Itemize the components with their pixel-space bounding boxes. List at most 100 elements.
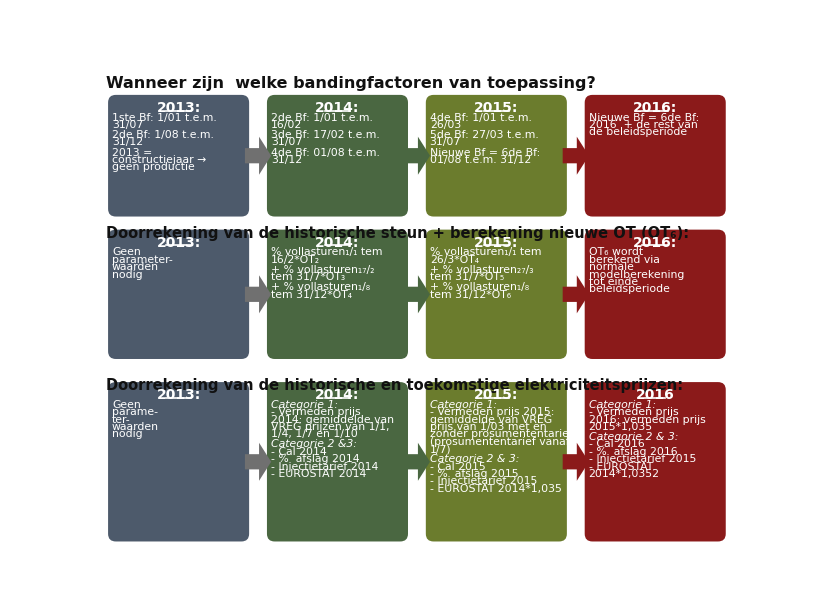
Text: - Cal 2016: - Cal 2016 bbox=[588, 439, 645, 450]
Text: 26/3*OT₄: 26/3*OT₄ bbox=[430, 255, 479, 265]
Text: 1/7): 1/7) bbox=[430, 444, 452, 454]
Text: tem 31/7*OT₅: tem 31/7*OT₅ bbox=[430, 273, 504, 282]
Text: Categorie 2 & 3:: Categorie 2 & 3: bbox=[588, 432, 678, 442]
Text: Doorrekening van de historische steun + berekening nieuwe OT (OT₆):: Doorrekening van de historische steun + … bbox=[106, 226, 689, 241]
FancyBboxPatch shape bbox=[267, 382, 408, 541]
Text: (prosumententarief vanaf: (prosumententarief vanaf bbox=[430, 437, 570, 447]
Text: gemiddelde van VREG: gemiddelde van VREG bbox=[430, 415, 552, 425]
Polygon shape bbox=[562, 276, 589, 313]
Text: 26/03: 26/03 bbox=[430, 120, 461, 130]
Text: 2014:: 2014: bbox=[315, 236, 359, 250]
Text: Categorie 1:: Categorie 1: bbox=[271, 400, 338, 410]
FancyBboxPatch shape bbox=[267, 230, 408, 359]
Polygon shape bbox=[403, 276, 430, 313]
FancyBboxPatch shape bbox=[108, 230, 249, 359]
Text: 16/02: 16/02 bbox=[271, 120, 302, 130]
Text: Nieuwe Bf = 6de Bf:: Nieuwe Bf = 6de Bf: bbox=[588, 112, 698, 123]
Text: + % vollasturen₁/₈: + % vollasturen₁/₈ bbox=[271, 282, 370, 292]
Text: constructiejaar →: constructiejaar → bbox=[112, 155, 206, 165]
Text: Doorrekening van de historische en toekomstige elektriciteitsprijzen:: Doorrekening van de historische en toeko… bbox=[106, 378, 683, 393]
Text: 2014*1,0352: 2014*1,0352 bbox=[588, 469, 659, 479]
Text: 2015:: 2015: bbox=[474, 388, 518, 402]
Text: Categorie 2 & 3:: Categorie 2 & 3: bbox=[430, 454, 519, 464]
FancyBboxPatch shape bbox=[108, 95, 249, 216]
Text: Geen: Geen bbox=[112, 400, 141, 410]
Text: 2013:: 2013: bbox=[156, 236, 200, 250]
Text: 2013:: 2013: bbox=[156, 388, 200, 402]
Text: 5de Bf: 27/03 t.e.m.: 5de Bf: 27/03 t.e.m. bbox=[430, 130, 539, 140]
Polygon shape bbox=[403, 137, 430, 175]
Polygon shape bbox=[245, 443, 271, 481]
FancyBboxPatch shape bbox=[425, 230, 567, 359]
FancyBboxPatch shape bbox=[584, 95, 725, 216]
Text: tot einde: tot einde bbox=[588, 277, 637, 287]
Text: % vollasturen₁/₁ tem: % vollasturen₁/₁ tem bbox=[430, 247, 541, 257]
Text: - %  afslag 2014: - % afslag 2014 bbox=[271, 454, 359, 464]
Text: OT₆ wordt: OT₆ wordt bbox=[588, 247, 643, 257]
Text: 16/2*OT₂: 16/2*OT₂ bbox=[271, 255, 320, 265]
Text: 2de Bf: 1/08 t.e.m.: 2de Bf: 1/08 t.e.m. bbox=[112, 130, 214, 140]
Text: Categorie 1:: Categorie 1: bbox=[430, 400, 496, 410]
Text: tem 31/7*OT₃: tem 31/7*OT₃ bbox=[271, 273, 345, 282]
Text: ter-: ter- bbox=[112, 415, 130, 425]
FancyBboxPatch shape bbox=[425, 382, 567, 541]
Polygon shape bbox=[562, 137, 589, 175]
Text: 31/07: 31/07 bbox=[271, 137, 302, 147]
Text: berekend via: berekend via bbox=[588, 255, 659, 265]
Text: de beleidsperiode: de beleidsperiode bbox=[588, 127, 687, 137]
Text: - %  afslag 2016: - % afslag 2016 bbox=[588, 447, 677, 457]
Text: - Injectietarief 2015: - Injectietarief 2015 bbox=[588, 454, 696, 464]
Text: - EUROSTAT 2014*1,035: - EUROSTAT 2014*1,035 bbox=[430, 484, 562, 494]
Text: waarden: waarden bbox=[112, 262, 159, 272]
Text: - Vermeden prijs: - Vermeden prijs bbox=[271, 407, 360, 417]
Text: 4de Bf: 01/08 t.e.m.: 4de Bf: 01/08 t.e.m. bbox=[271, 147, 380, 158]
FancyBboxPatch shape bbox=[584, 382, 725, 541]
Text: nodig: nodig bbox=[112, 269, 143, 279]
Text: - Injectietarief 2015: - Injectietarief 2015 bbox=[430, 477, 537, 486]
Text: tem 31/12*OT₆: tem 31/12*OT₆ bbox=[430, 290, 511, 299]
Text: 2013:: 2013: bbox=[156, 101, 200, 115]
FancyBboxPatch shape bbox=[425, 95, 567, 216]
Polygon shape bbox=[245, 276, 271, 313]
Text: 2013 =: 2013 = bbox=[112, 147, 152, 158]
Text: - Vermeden prijs 2015:: - Vermeden prijs 2015: bbox=[430, 407, 554, 417]
Text: + % vollasturen₂₇/₃: + % vollasturen₂₇/₃ bbox=[430, 265, 533, 275]
Text: tem 31/12*OT₄: tem 31/12*OT₄ bbox=[271, 290, 352, 299]
Text: - Cal 2014: - Cal 2014 bbox=[271, 447, 327, 457]
Text: nodig: nodig bbox=[112, 430, 143, 439]
Text: + % vollasturen₁₇/₂: + % vollasturen₁₇/₂ bbox=[271, 265, 374, 275]
Text: Wanneer zijn  welke bandingfactoren van toepassing?: Wanneer zijn welke bandingfactoren van t… bbox=[106, 76, 596, 90]
Text: Nieuwe Bf = 6de Bf:: Nieuwe Bf = 6de Bf: bbox=[430, 147, 540, 158]
Text: parame-: parame- bbox=[112, 407, 158, 417]
Text: Categorie 1:: Categorie 1: bbox=[588, 400, 655, 410]
Polygon shape bbox=[245, 137, 271, 175]
Text: - Injectietarief 2014: - Injectietarief 2014 bbox=[271, 462, 378, 472]
Text: 2015:: 2015: bbox=[474, 101, 518, 115]
Text: 01/08 t.e.m. 31/12: 01/08 t.e.m. 31/12 bbox=[430, 155, 531, 165]
Text: 2016: vermeden prijs: 2016: vermeden prijs bbox=[588, 415, 705, 425]
Text: 1/4, 1/7 en 1/10: 1/4, 1/7 en 1/10 bbox=[271, 430, 358, 439]
Text: 2015:: 2015: bbox=[474, 236, 518, 250]
Text: geen productie: geen productie bbox=[112, 163, 195, 172]
Text: VREG prijzen van 1/1,: VREG prijzen van 1/1, bbox=[271, 422, 390, 432]
Text: - EUROSTAT: - EUROSTAT bbox=[588, 462, 653, 472]
Text: 2014: gemiddelde van: 2014: gemiddelde van bbox=[271, 415, 394, 425]
Polygon shape bbox=[562, 443, 589, 481]
Polygon shape bbox=[403, 443, 430, 481]
Text: 2016:: 2016: bbox=[633, 101, 677, 115]
Text: % vollasturen₁/₁ tem: % vollasturen₁/₁ tem bbox=[271, 247, 382, 257]
Text: 2016  + de rest van: 2016 + de rest van bbox=[588, 120, 698, 130]
Text: prijs van 1/03 met en: prijs van 1/03 met en bbox=[430, 422, 546, 432]
Text: + % vollasturen₁/₈: + % vollasturen₁/₈ bbox=[430, 282, 529, 292]
Text: - EUROSTAT 2014: - EUROSTAT 2014 bbox=[271, 469, 366, 479]
Text: Geen: Geen bbox=[112, 247, 141, 257]
Text: - Vermeden prijs: - Vermeden prijs bbox=[588, 407, 678, 417]
Text: 1ste Bf: 1/01 t.e.m.: 1ste Bf: 1/01 t.e.m. bbox=[112, 112, 217, 123]
Text: 31/12: 31/12 bbox=[112, 137, 143, 147]
Text: 31/07: 31/07 bbox=[430, 137, 461, 147]
Text: normale: normale bbox=[588, 262, 633, 272]
Text: beleidsperiode: beleidsperiode bbox=[588, 284, 669, 295]
Text: 2014:: 2014: bbox=[315, 101, 359, 115]
Text: - Cal 2015: - Cal 2015 bbox=[430, 462, 486, 472]
Text: 31/12: 31/12 bbox=[271, 155, 302, 165]
